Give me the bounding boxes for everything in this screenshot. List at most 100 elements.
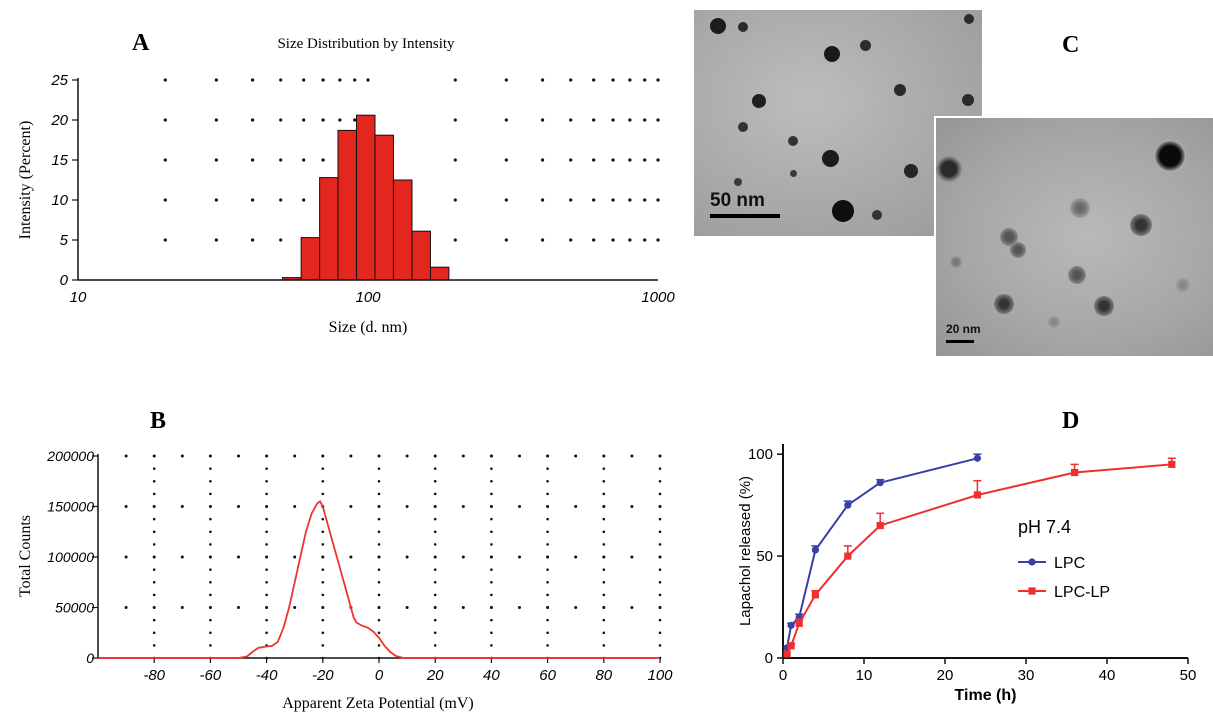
- data-point: [973, 491, 981, 499]
- grid-dot: [658, 618, 662, 622]
- grid-dot: [163, 158, 167, 162]
- grid-dot: [152, 593, 156, 597]
- histogram-bar: [300, 237, 321, 281]
- grid-dot: [338, 118, 342, 122]
- grid-dot: [504, 118, 508, 122]
- grid-dot: [656, 118, 660, 122]
- grid-dot: [504, 158, 508, 162]
- y-tick-label: 20: [50, 112, 68, 129]
- grid-dot: [124, 606, 128, 609]
- grid-dot: [152, 606, 156, 609]
- grid-dot: [152, 644, 156, 647]
- panel-b-chart: 0 50000 100000 150000 200000 -80 -60 -40 -20 0 20 4…: [17, 448, 673, 712]
- x-tick-label: 1000: [641, 289, 675, 306]
- nanoparticle: [1176, 278, 1190, 292]
- grid-dot: [405, 505, 409, 508]
- grid-dot: [461, 454, 465, 458]
- grid-dot: [490, 644, 493, 647]
- grid-dot: [658, 593, 662, 597]
- grid-dot: [602, 505, 606, 508]
- nanoparticle: [1010, 242, 1026, 258]
- grid-dot: [602, 543, 606, 546]
- grid-dot: [546, 467, 549, 470]
- grid-dot: [433, 505, 437, 508]
- histogram-bar: [337, 129, 358, 281]
- grid-dot: [377, 492, 381, 496]
- nanoparticle: [936, 156, 962, 182]
- grid-dot: [592, 78, 596, 82]
- grid-dot: [321, 580, 325, 584]
- grid-dot: [658, 479, 662, 483]
- grid-dot: [321, 618, 325, 622]
- y-tick-label: 25: [50, 72, 68, 89]
- grid-dot: [279, 118, 283, 122]
- grid-dot: [250, 238, 255, 242]
- grid-dot: [279, 158, 283, 162]
- grid-dot: [152, 517, 156, 521]
- grid-dot: [405, 606, 409, 609]
- grid-dot: [321, 568, 325, 571]
- grid-dot: [377, 555, 381, 559]
- grid-dot: [152, 568, 156, 571]
- grid-dot: [433, 606, 437, 609]
- panel-a-chart: 0 5 10 15 20 25 10 100 1000 Size Distribution by …: [17, 36, 675, 336]
- grid-dot: [321, 158, 325, 162]
- grid-dot: [643, 238, 647, 242]
- grid-dot: [405, 555, 409, 559]
- grid-dot: [209, 454, 212, 458]
- grid-dot: [643, 158, 647, 162]
- nanoparticle: [994, 294, 1014, 314]
- data-point: [811, 546, 820, 554]
- grid-dot: [152, 631, 156, 635]
- grid-dot: [453, 198, 457, 202]
- grid-dot: [490, 517, 493, 521]
- grid-dot: [546, 555, 549, 559]
- grid-dot: [574, 606, 578, 609]
- grid-dot: [152, 454, 156, 458]
- grid-dot: [377, 479, 381, 483]
- data-point: [844, 552, 852, 560]
- grid-dot: [602, 618, 606, 622]
- grid-dot: [377, 505, 381, 508]
- x-tick-label: 10: [856, 667, 873, 684]
- grid-dot: [302, 198, 306, 202]
- grid-dot: [433, 543, 437, 546]
- grid-dot: [628, 118, 632, 122]
- grid-dot: [602, 454, 606, 458]
- grid-dot: [377, 467, 381, 470]
- grid-dot: [433, 593, 437, 597]
- grid-dot: [353, 118, 357, 122]
- grid-dot: [265, 517, 268, 521]
- grid-dot: [490, 631, 493, 635]
- grid-dot: [628, 198, 632, 202]
- grid-dot: [630, 454, 634, 458]
- grid-dot: [540, 158, 545, 162]
- grid-dot: [265, 606, 268, 609]
- nanoparticle: [1154, 140, 1186, 172]
- y-tick-label: 200000: [46, 448, 94, 464]
- grid-dot: [540, 78, 545, 82]
- nanoparticle: [1068, 266, 1086, 284]
- grid-dot: [592, 198, 596, 202]
- data-point: [787, 621, 795, 629]
- x-tick-label: 80: [595, 667, 612, 684]
- nanoparticle: [738, 22, 748, 32]
- grid-dot: [546, 593, 549, 597]
- histogram-bar: [374, 134, 394, 281]
- grid-dot: [321, 543, 325, 546]
- grid-dot: [152, 492, 156, 496]
- grid-dot: [321, 530, 325, 534]
- grid-dot: [377, 568, 381, 571]
- grid-dot: [490, 555, 493, 559]
- grid-dot: [265, 555, 268, 559]
- grid-dot: [321, 644, 325, 647]
- grid-dot: [611, 238, 615, 242]
- grid-dot: [461, 555, 465, 559]
- y-axis-label: Intensity (Percent): [17, 121, 34, 240]
- y-axis-label: Total Counts: [17, 515, 34, 597]
- panel-label-a: A: [132, 30, 150, 56]
- legend-label: LPC: [1054, 555, 1085, 572]
- grid-dot: [209, 505, 212, 508]
- grid-dot: [377, 606, 381, 609]
